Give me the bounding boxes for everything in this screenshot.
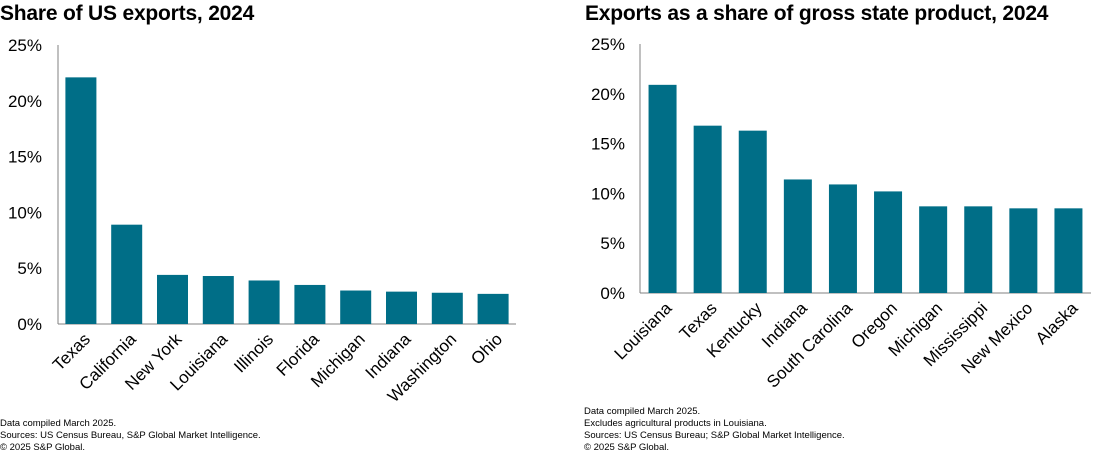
bar [202, 276, 234, 324]
bar [919, 206, 948, 293]
y-tick-label: 10% [591, 184, 625, 203]
footnotes: Data compiled March 2025. Sources: US Ce… [0, 418, 261, 454]
bar [648, 84, 677, 293]
x-tick-label: Louisiana [611, 298, 676, 363]
bar [65, 77, 97, 324]
y-tick-label: 15% [591, 135, 625, 154]
footnote: Sources: US Census Bureau; S&P Global Ma… [584, 430, 845, 441]
bar [874, 191, 903, 293]
x-tick-label: Illinois [230, 330, 277, 377]
bar [738, 130, 767, 293]
chart-title: Exports as a share of gross state produc… [585, 2, 1049, 25]
bar [964, 206, 993, 293]
y-tick-label: 0% [600, 284, 625, 303]
footnote: Data compiled March 2025. [584, 406, 701, 417]
chart-panel-exports-gsp: Exports as a share of gross state produc… [583, 0, 1093, 457]
bar [248, 280, 280, 324]
footnotes: Data compiled March 2025. Excludes agric… [584, 406, 845, 454]
bar [828, 184, 857, 293]
y-tick-label: 5% [600, 234, 625, 253]
y-tick-label: 10% [8, 203, 42, 222]
bar [340, 290, 372, 324]
y-tick-label: 15% [8, 148, 42, 167]
bar [1054, 208, 1083, 293]
chart-title: Share of US exports, 2024 [0, 2, 255, 25]
bar-chart-exports-gsp: 0%5%10%15%20%25%Louisiana TexasKentuckyIn… [591, 35, 1091, 392]
footnote: © 2025 S&P Global. [584, 442, 669, 453]
footnote: Excludes agricultural products in Louisi… [584, 418, 767, 429]
y-tick-label: 20% [8, 92, 42, 111]
footnote: © 2025 S&P Global. [0, 442, 85, 453]
bar [431, 292, 463, 324]
footnote: Sources: US Census Bureau, S&P Global Ma… [0, 430, 261, 441]
x-tick-label: Alaska [1032, 298, 1082, 348]
bar [386, 291, 417, 324]
y-tick-label: 0% [17, 315, 42, 334]
y-tick-label: 5% [17, 259, 42, 278]
bar [693, 125, 722, 293]
bar [294, 284, 326, 324]
footnote: Data compiled March 2025. [0, 418, 117, 429]
bar [157, 274, 188, 324]
y-tick-label: 25% [8, 36, 42, 55]
bar [783, 179, 812, 293]
chart-panel-us-exports: Share of US exports, 2024 0% 5% 10% 15% 20% 2… [0, 0, 545, 457]
bar [111, 224, 143, 324]
bar [1009, 208, 1038, 293]
bar [477, 293, 509, 324]
y-tick-label: 25% [591, 35, 625, 54]
x-tick-label: Ohio [467, 330, 506, 369]
y-tick-label: 20% [591, 85, 625, 104]
